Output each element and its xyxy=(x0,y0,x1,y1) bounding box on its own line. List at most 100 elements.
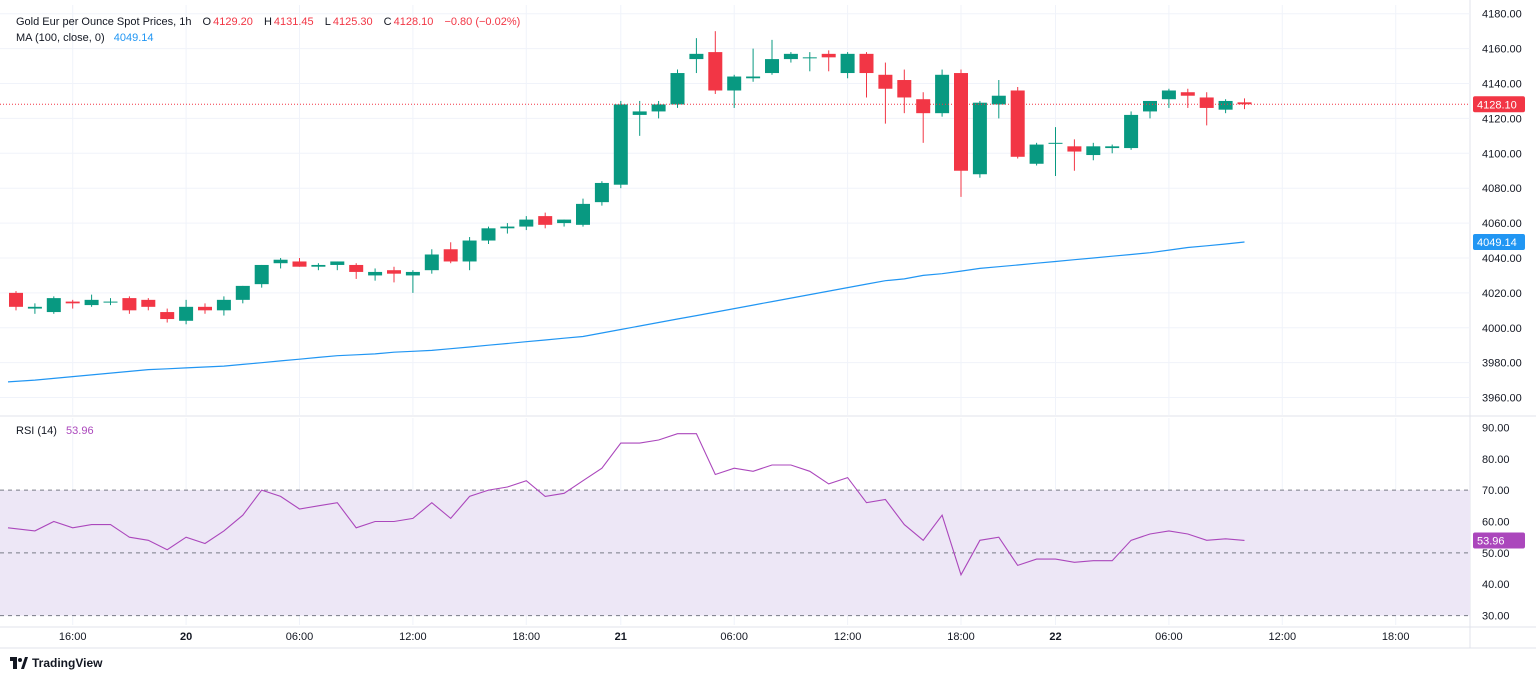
candle-body xyxy=(254,264,269,285)
candle-body xyxy=(1067,146,1082,152)
candle-body xyxy=(670,73,685,105)
rsi-value: 53.96 xyxy=(66,425,94,437)
candle-body xyxy=(368,271,383,276)
candle-body xyxy=(500,226,515,229)
rsi-legend: RSI (14) 53.96 xyxy=(16,425,96,437)
rsi-tick-label: 60.00 xyxy=(1482,517,1510,529)
time-tick-label: 22 xyxy=(1049,631,1061,643)
time-tick-label: 06:00 xyxy=(1155,631,1183,643)
time-tick-label: 12:00 xyxy=(834,631,862,643)
time-tick-label: 06:00 xyxy=(286,631,314,643)
candle-body xyxy=(821,53,836,58)
candle-body xyxy=(46,298,61,313)
time-tick-label: 18:00 xyxy=(947,631,975,643)
ma-badge-bg xyxy=(1473,234,1525,251)
candle-body xyxy=(424,254,439,271)
candle-body xyxy=(349,264,364,272)
candle-body xyxy=(405,271,420,276)
rsi-tick-label: 90.00 xyxy=(1482,422,1510,434)
high-value: 4131.45 xyxy=(273,16,314,28)
candle-body xyxy=(651,104,666,112)
candle-body xyxy=(216,299,231,311)
candle-body xyxy=(632,111,647,115)
candle-body xyxy=(1161,90,1176,100)
candle-body xyxy=(783,53,798,60)
candle-body xyxy=(557,219,572,224)
candle-body xyxy=(311,264,326,267)
candle-body xyxy=(708,52,723,91)
candle-body xyxy=(935,74,950,114)
price-tick-label: 4160.00 xyxy=(1482,44,1522,56)
ma-label: MA (100, close, 0) xyxy=(16,32,105,44)
candle-body xyxy=(972,102,987,175)
candle-body xyxy=(840,53,855,74)
candle-body xyxy=(330,261,345,265)
candle-body xyxy=(273,259,288,264)
rsi-tick-label: 40.00 xyxy=(1482,579,1510,591)
candle-body xyxy=(1237,102,1252,105)
candle-body xyxy=(576,203,590,225)
candle-body xyxy=(1143,100,1157,112)
candle-body xyxy=(387,270,401,274)
candle-body xyxy=(689,53,704,60)
ma-value: 4049.14 xyxy=(113,32,154,44)
brand-name: TradingView xyxy=(32,656,103,670)
price-tick-label: 4080.00 xyxy=(1482,183,1522,195)
candle-body xyxy=(462,240,477,262)
rsi-badge: 53.96 xyxy=(1477,535,1505,547)
candle-body xyxy=(1199,97,1214,108)
tradingview-logo[interactable]: TradingView xyxy=(10,656,102,670)
high-label: H xyxy=(263,16,272,28)
candle-body xyxy=(538,216,553,225)
candle-body xyxy=(765,59,779,74)
candle-body xyxy=(1218,100,1233,110)
candle-body xyxy=(1086,146,1101,156)
ma-line xyxy=(7,241,1245,383)
price-tick-label: 4060.00 xyxy=(1482,218,1522,230)
candle-body xyxy=(954,73,968,171)
candle-body xyxy=(443,249,458,262)
close-value: 4128.10 xyxy=(393,16,434,28)
candle-body xyxy=(613,104,628,185)
ma-badge: 4049.14 xyxy=(1477,237,1517,249)
candle-body xyxy=(1048,142,1063,144)
candle-body xyxy=(519,219,534,227)
candle-body xyxy=(1124,114,1139,149)
candle-body xyxy=(1010,90,1025,157)
candle-body xyxy=(991,95,1006,105)
ohlc-legend: Gold Eur per Ounce Spot Prices, 1h O 4129… xyxy=(16,16,522,28)
candle-body xyxy=(122,298,137,311)
time-tick-label: 06:00 xyxy=(720,631,748,643)
time-tick-label: 20 xyxy=(180,631,192,643)
candle-body xyxy=(179,306,194,321)
price-tick-label: 4040.00 xyxy=(1482,253,1522,265)
low-value: 4125.30 xyxy=(332,16,373,28)
price-tick-label: 4000.00 xyxy=(1482,323,1522,335)
rsi-tick-label: 30.00 xyxy=(1482,611,1510,623)
price-tick-label: 4100.00 xyxy=(1482,148,1522,160)
candle-body xyxy=(27,306,42,309)
candle-body xyxy=(160,312,175,320)
price-tick-label: 4140.00 xyxy=(1482,79,1522,91)
candle-body xyxy=(897,80,912,98)
rsi-tick-label: 70.00 xyxy=(1482,485,1510,497)
rsi-tick-label: 50.00 xyxy=(1482,548,1510,560)
candle-body xyxy=(141,299,156,307)
candle-body xyxy=(9,292,23,307)
candle-body xyxy=(802,57,817,59)
candle-body xyxy=(746,76,761,79)
candle-body xyxy=(65,301,80,304)
candle-body xyxy=(235,285,250,300)
price-tick-label: 3960.00 xyxy=(1482,393,1522,405)
close-label: C xyxy=(383,16,392,28)
open-label: O xyxy=(202,16,212,28)
candle-body xyxy=(916,99,931,114)
time-tick-label: 18:00 xyxy=(513,631,541,643)
price-badge: 4128.10 xyxy=(1477,99,1517,111)
candle-body xyxy=(594,182,609,203)
candle-body xyxy=(1180,92,1195,96)
candle-body xyxy=(481,228,496,241)
candle-body xyxy=(84,299,99,306)
